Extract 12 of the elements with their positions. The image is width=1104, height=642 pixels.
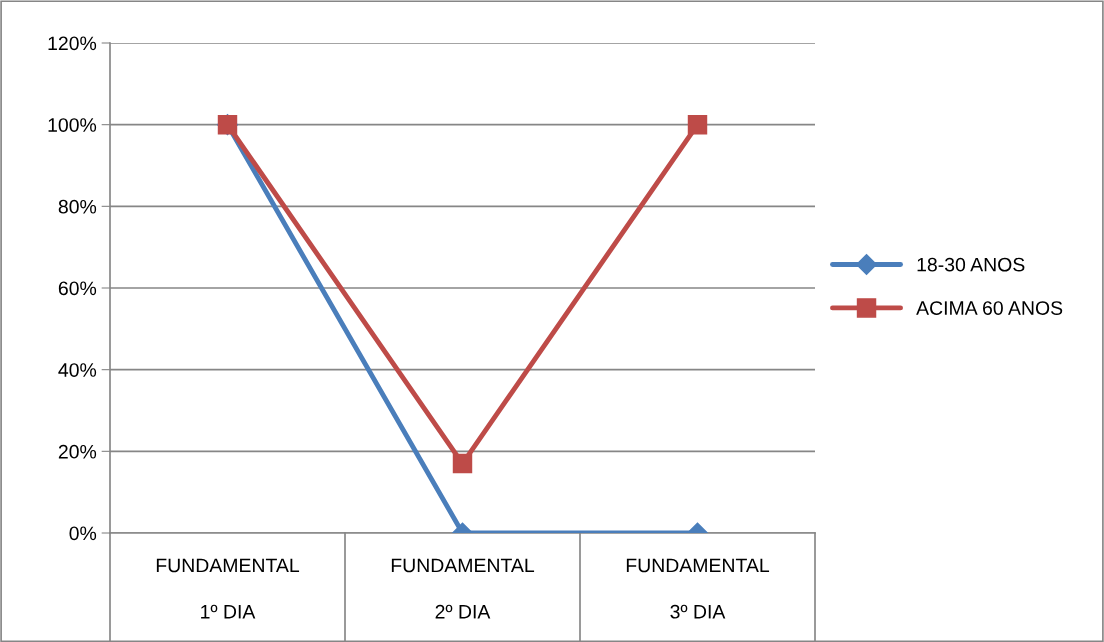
legend-label: ACIMA 60 ANOS (916, 301, 1063, 315)
category-label: FUNDAMENTAL 1º DIA (156, 558, 300, 619)
y-tick-label: 0% (69, 526, 97, 541)
y-tick-label: 120% (48, 36, 97, 51)
category-label: FUNDAMENTAL 2º DIA (391, 558, 535, 619)
y-tick-label: 60% (58, 281, 97, 296)
y-tick-label: 80% (58, 199, 97, 214)
y-tick-label: 40% (58, 363, 97, 377)
category-label: FUNDAMENTAL 3º DIA (626, 558, 770, 619)
legend-label: 18-30 ANOS (917, 257, 1025, 272)
y-tick-label: 100% (48, 118, 97, 132)
y-tick-label: 20% (58, 444, 97, 459)
